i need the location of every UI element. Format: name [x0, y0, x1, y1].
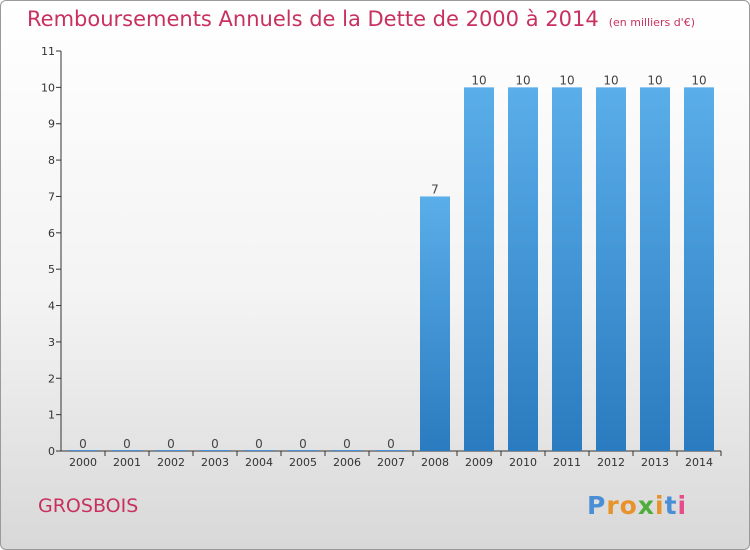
logo-letter: P — [587, 491, 607, 520]
logo-letter: i — [677, 491, 688, 520]
y-tick-label: 8 — [48, 154, 55, 167]
bar-2012 — [596, 87, 626, 451]
logo-letter: i — [655, 491, 665, 520]
data-label-2007: 0 — [387, 437, 395, 451]
logo-letter: o — [619, 491, 638, 520]
x-tick-label: 2014 — [685, 456, 713, 469]
data-label-2006: 0 — [343, 437, 351, 451]
proxiti-logo: Proxiti — [587, 491, 687, 520]
data-label-2004: 0 — [255, 437, 263, 451]
y-tick-label: 4 — [48, 300, 55, 313]
y-tick-label: 7 — [48, 190, 55, 203]
y-tick-label: 2 — [48, 372, 55, 385]
chart-unit-label: (en milliers d'€) — [608, 16, 695, 29]
x-tick-label: 2005 — [289, 456, 317, 469]
x-tick-label: 2000 — [69, 456, 97, 469]
bar-2014 — [684, 87, 714, 451]
x-tick-label: 2011 — [553, 456, 581, 469]
data-label-2009: 10 — [471, 73, 486, 87]
x-tick-label: 2009 — [465, 456, 493, 469]
x-tick-label: 2007 — [377, 456, 405, 469]
y-tick-label: 9 — [48, 118, 55, 131]
y-tick-label: 11 — [41, 45, 55, 58]
data-label-2011: 10 — [559, 73, 574, 87]
x-tick-label: 2008 — [421, 456, 449, 469]
chart-title: Remboursements Annuels de la Dette de 20… — [27, 7, 695, 31]
data-label-2012: 10 — [603, 73, 618, 87]
data-label-2002: 0 — [167, 437, 175, 451]
logo-letter: t — [664, 491, 678, 520]
data-label-2001: 0 — [123, 437, 131, 451]
x-tick-label: 2010 — [509, 456, 537, 469]
x-tick-label: 2012 — [597, 456, 625, 469]
x-tick-label: 2013 — [641, 456, 669, 469]
y-tick-label: 5 — [48, 263, 55, 276]
chart-title-text: Remboursements Annuels de la Dette de 20… — [27, 7, 599, 31]
x-tick-label: 2002 — [157, 456, 185, 469]
y-tick-label: 6 — [48, 227, 55, 240]
data-label-2005: 0 — [299, 437, 307, 451]
bar-2009 — [464, 87, 494, 451]
data-label-2003: 0 — [211, 437, 219, 451]
data-label-2014: 10 — [691, 73, 706, 87]
x-tick-label: 2003 — [201, 456, 229, 469]
logo-letter: r — [606, 491, 620, 520]
x-tick-label: 2006 — [333, 456, 361, 469]
data-label-2008: 7 — [431, 182, 439, 196]
data-label-2010: 10 — [515, 73, 530, 87]
data-label-2013: 10 — [647, 73, 662, 87]
bar-2011 — [552, 87, 582, 451]
x-tick-label: 2001 — [113, 456, 141, 469]
y-tick-label: 10 — [41, 81, 55, 94]
bar-2008 — [420, 196, 450, 451]
x-tick-label: 2004 — [245, 456, 273, 469]
y-tick-label: 0 — [48, 445, 55, 458]
data-label-2000: 0 — [79, 437, 87, 451]
logo-letter: x — [637, 491, 655, 520]
y-tick-label: 3 — [48, 336, 55, 349]
bar-2010 — [508, 87, 538, 451]
y-tick-label: 1 — [48, 409, 55, 422]
town-name: GROSBOIS — [38, 495, 139, 517]
bar-2013 — [640, 87, 670, 451]
